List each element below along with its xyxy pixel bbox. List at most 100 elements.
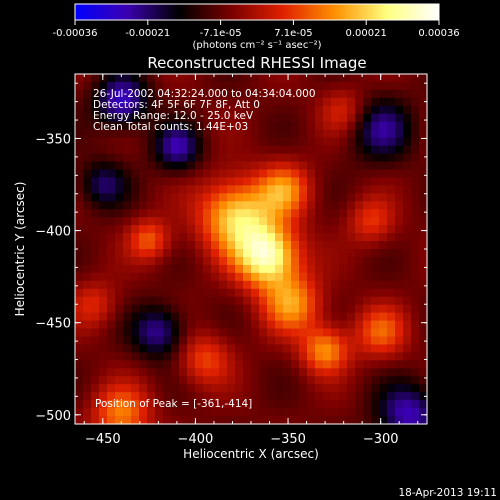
heatmap-cell: [347, 408, 356, 417]
heatmap-cell: [355, 217, 364, 226]
heatmap-cell: [275, 241, 284, 250]
heatmap-cell: [355, 416, 364, 425]
heatmap-cell: [387, 344, 396, 353]
heatmap-cell: [339, 81, 348, 91]
heatmap-cell: [115, 392, 124, 401]
heatmap-cell: [155, 185, 164, 194]
heatmap-cell: [275, 209, 284, 218]
heatmap-cell: [275, 97, 284, 107]
heatmap-cell: [299, 296, 308, 306]
heatmap-cell: [91, 217, 100, 226]
heatmap-cell: [107, 392, 116, 401]
heatmap-cell: [387, 392, 396, 401]
heatmap-cell: [147, 249, 156, 258]
heatmap-cell: [419, 312, 428, 322]
heatmap-cell: [387, 264, 396, 274]
heatmap-cell: [251, 328, 260, 338]
heatmap-cell: [123, 105, 132, 115]
heatmap-cell: [411, 121, 420, 131]
heatmap-cell: [163, 328, 172, 338]
heatmap-cell: [179, 416, 188, 425]
heatmap-cell: [323, 97, 332, 107]
x-tick-label: −350: [270, 432, 306, 447]
heatmap-cell: [259, 288, 268, 298]
heatmap-cell: [267, 280, 276, 290]
heatmap-cell: [227, 153, 236, 163]
heatmap-cell: [131, 376, 140, 385]
heatmap-cell: [187, 161, 196, 171]
heatmap-cell: [187, 217, 196, 226]
heatmap-cell: [99, 352, 108, 361]
heatmap-cell: [291, 368, 300, 377]
heatmap-cell: [307, 272, 316, 282]
heatmap-cell: [163, 264, 172, 274]
heatmap-cell: [203, 288, 212, 298]
heatmap-cell: [283, 161, 292, 171]
heatmap-cell: [355, 177, 364, 186]
heatmap-cell: [227, 264, 236, 274]
heatmap-cell: [171, 256, 180, 266]
heatmap-cell: [315, 352, 324, 361]
heatmap-cell: [235, 105, 244, 115]
heatmap-cell: [387, 360, 396, 369]
heatmap-cell: [363, 121, 372, 131]
heatmap-cell: [107, 121, 116, 131]
heatmap-cell: [347, 249, 356, 258]
heatmap-cell: [155, 209, 164, 218]
heatmap-cell: [307, 225, 316, 234]
heatmap-cell: [379, 145, 388, 155]
heatmap-cell: [195, 416, 204, 425]
heatmap-cell: [219, 296, 228, 306]
heatmap-cell: [91, 296, 100, 306]
heatmap-cell: [163, 296, 172, 306]
heatmap-cell: [91, 169, 100, 178]
heatmap-cell: [123, 241, 132, 250]
heatmap-cell: [187, 264, 196, 274]
heatmap-cell: [355, 400, 364, 409]
heatmap-cell: [267, 360, 276, 369]
heatmap-cell: [227, 193, 236, 202]
heatmap-cell: [283, 185, 292, 194]
heatmap-cell: [371, 408, 380, 417]
heatmap-cell: [323, 304, 332, 314]
heatmap-cell: [203, 169, 212, 178]
heatmap-cell: [123, 312, 132, 322]
heatmap-cell: [179, 288, 188, 298]
heatmap-cell: [419, 336, 428, 346]
heatmap-cell: [211, 161, 220, 171]
heatmap-cell: [211, 288, 220, 298]
heatmap-cell: [235, 177, 244, 186]
heatmap-cell: [83, 161, 92, 171]
heatmap-cell: [355, 121, 364, 131]
heatmap-cell: [339, 89, 348, 99]
heatmap-cell: [155, 201, 164, 210]
heatmap-cell: [379, 169, 388, 178]
heatmap-cell: [299, 368, 308, 377]
heatmap-cell: [379, 296, 388, 306]
heatmap-cell: [323, 209, 332, 218]
heatmap-cell: [251, 320, 260, 330]
heatmap-cell: [235, 312, 244, 322]
heatmap-cell: [107, 74, 116, 83]
heatmap-cell: [171, 336, 180, 346]
heatmap-cell: [403, 169, 412, 178]
heatmap-cell: [235, 344, 244, 353]
heatmap-cell: [339, 145, 348, 155]
heatmap-cell: [243, 312, 252, 322]
heatmap-cell: [115, 328, 124, 338]
heatmap-cell: [91, 416, 100, 425]
heatmap-cell: [171, 161, 180, 171]
heatmap-cell: [403, 249, 412, 258]
heatmap-cell: [115, 177, 124, 186]
heatmap-cell: [219, 352, 228, 361]
heatmap-cell: [323, 241, 332, 250]
heatmap-cell: [307, 74, 316, 83]
heatmap-cell: [195, 344, 204, 353]
heatmap-cell: [307, 113, 316, 123]
heatmap-cell: [267, 185, 276, 194]
heatmap-cell: [235, 121, 244, 131]
heatmap-cell: [163, 416, 172, 425]
heatmap-cell: [379, 121, 388, 131]
heatmap-cell: [259, 113, 268, 123]
heatmap-cell: [403, 97, 412, 107]
